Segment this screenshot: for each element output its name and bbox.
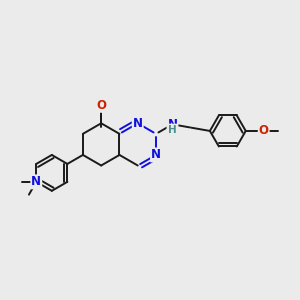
Text: N: N [31, 176, 41, 188]
Text: O: O [259, 124, 269, 137]
Text: N: N [167, 118, 178, 131]
Text: N: N [133, 117, 143, 130]
Text: O: O [96, 99, 106, 112]
Text: H: H [168, 124, 177, 134]
Text: N: N [151, 148, 161, 161]
